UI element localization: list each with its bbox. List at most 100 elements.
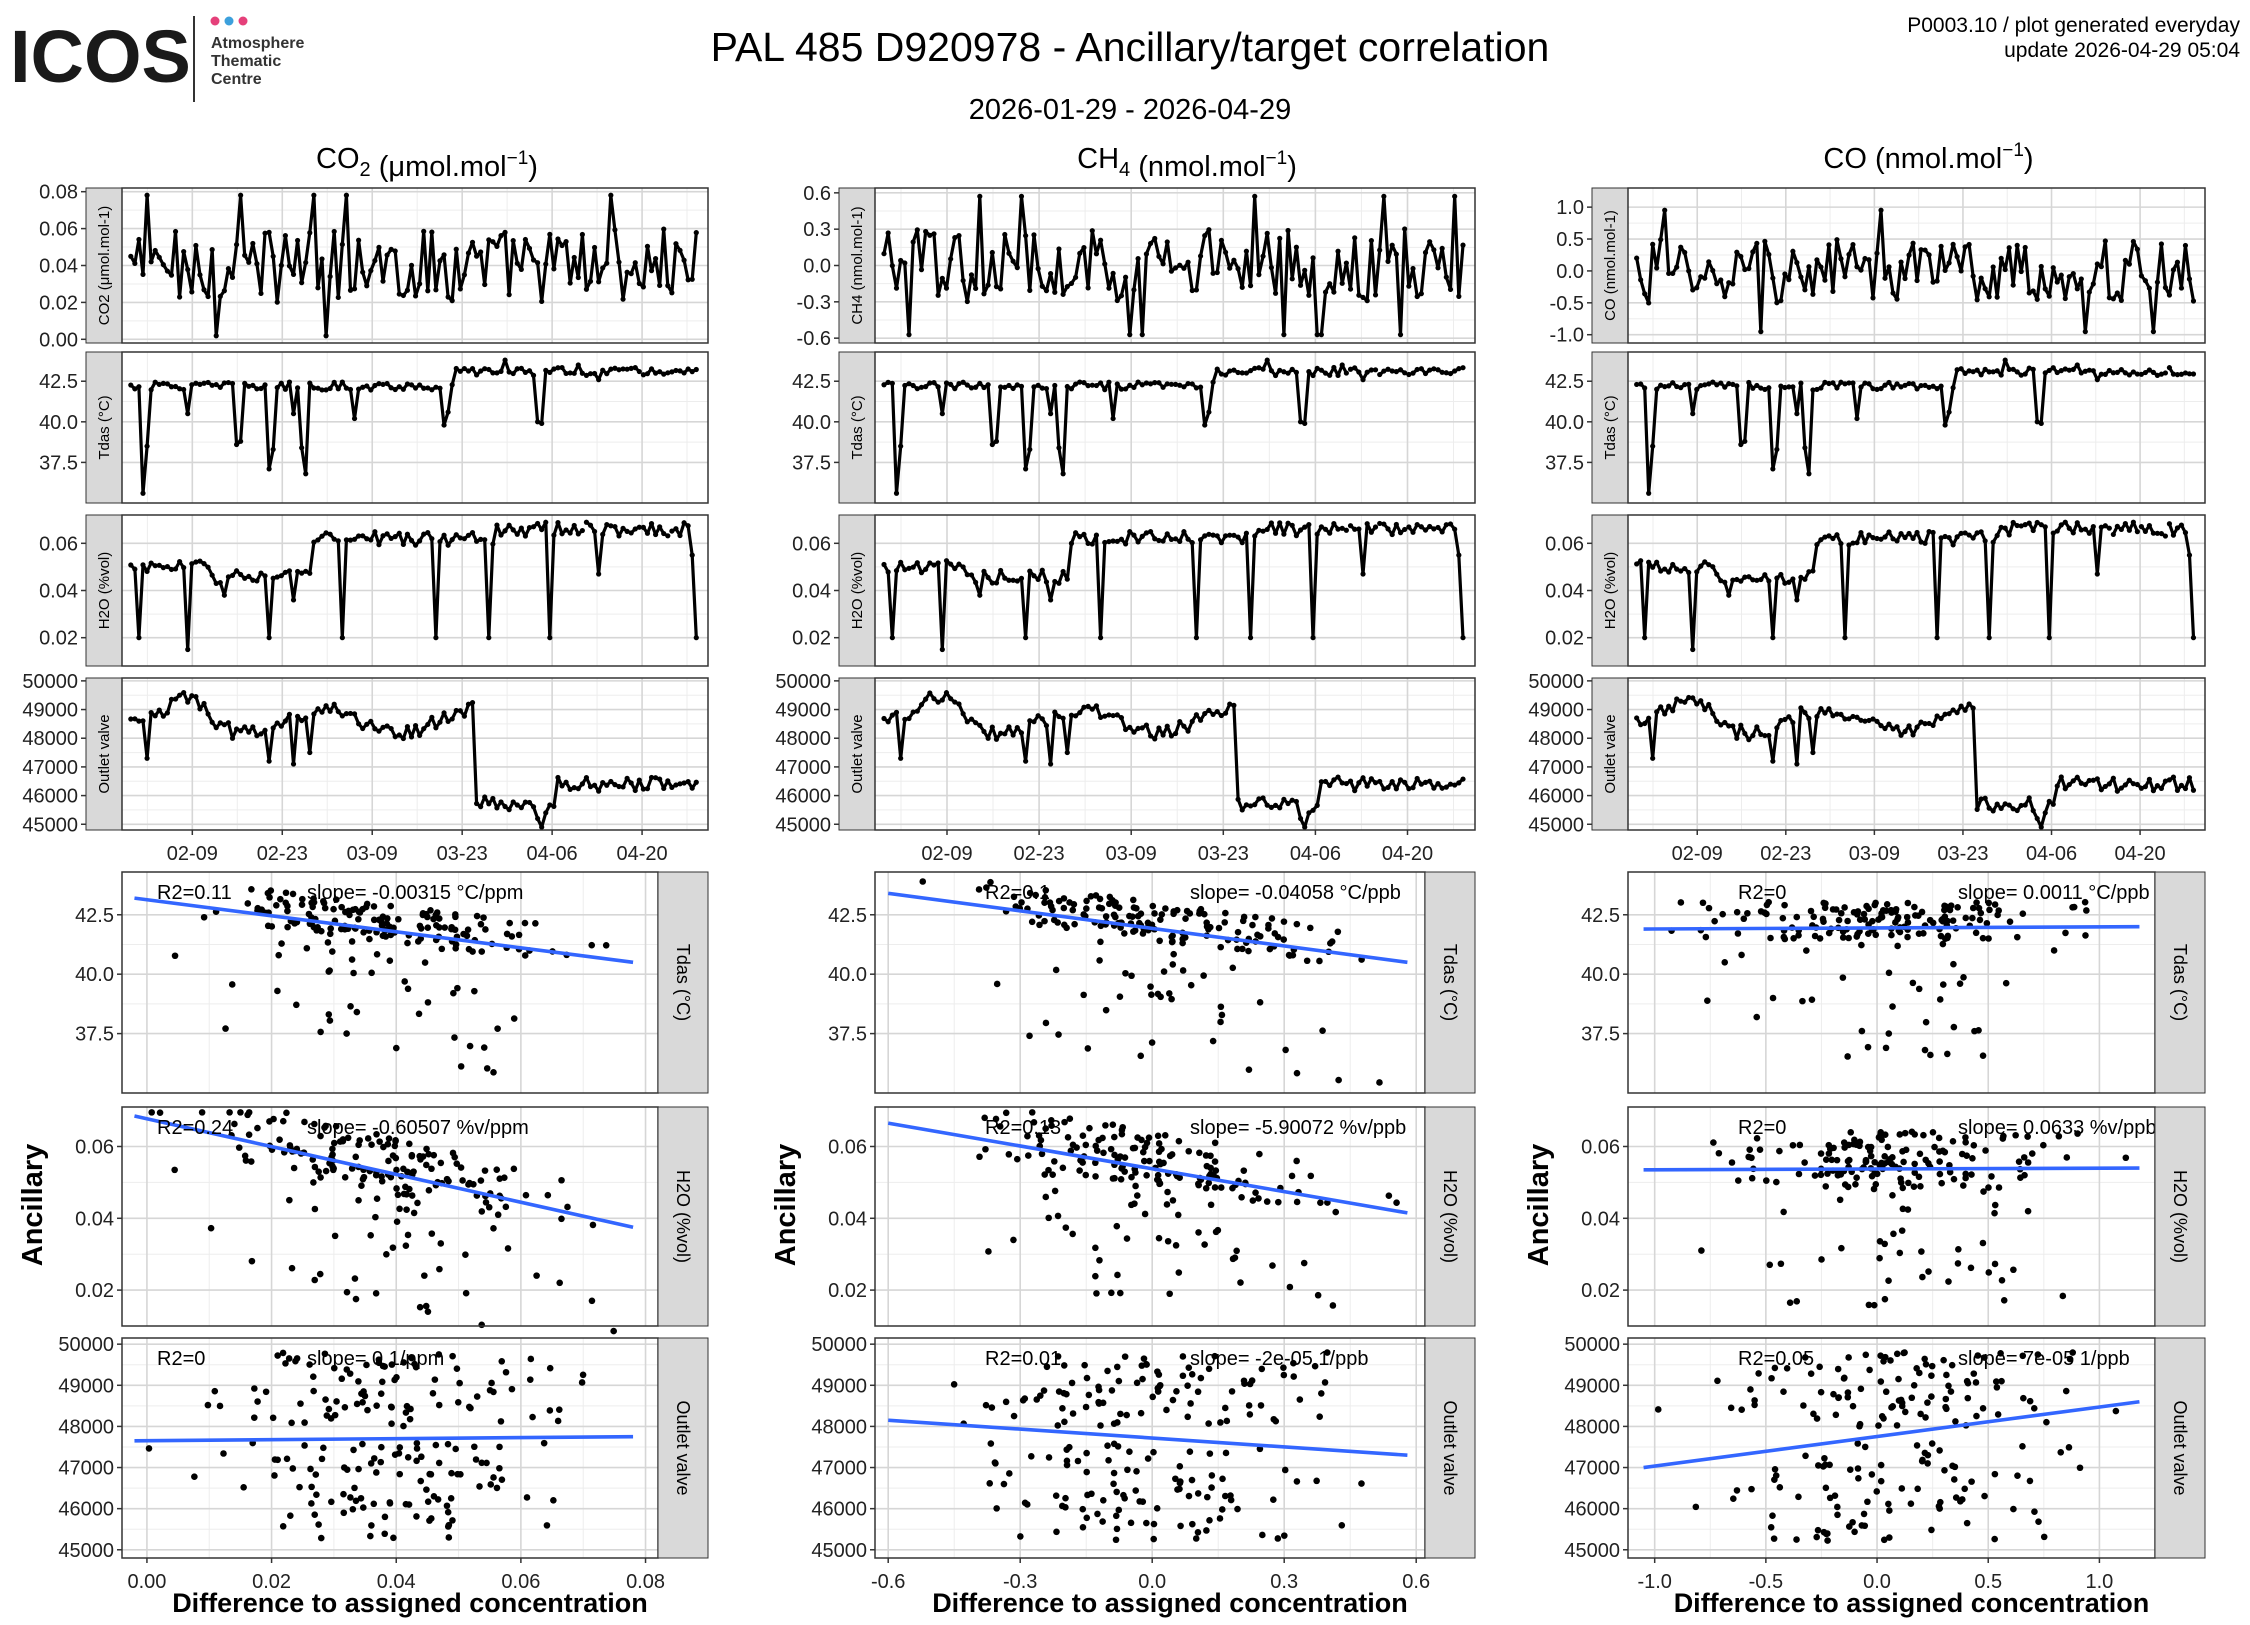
scatter-point <box>464 926 472 934</box>
ts-point <box>1634 561 1640 567</box>
scatter-point <box>370 1500 378 1508</box>
ts-point <box>250 724 256 730</box>
ts-point <box>1746 574 1752 580</box>
ts-point <box>250 240 256 247</box>
y-tick-label: 37.5 <box>792 452 831 474</box>
scatter-point <box>1280 936 1288 943</box>
scatter-point <box>1991 901 1999 908</box>
ts-point <box>898 559 904 565</box>
ts-point <box>1822 277 1828 283</box>
scatter-point <box>558 1215 565 1223</box>
scatter-point <box>1768 1374 1775 1382</box>
ts-point <box>1035 713 1041 719</box>
scatter-point <box>2112 1407 2120 1415</box>
ts-point <box>2070 778 2076 784</box>
scatter-point <box>396 1470 404 1478</box>
scatter-point <box>1829 906 1837 913</box>
scatter-point <box>1086 1124 1093 1132</box>
scatter-point <box>370 1455 378 1462</box>
ts-point <box>644 786 651 792</box>
scatter-point <box>1185 1492 1193 1500</box>
scatter-point <box>1838 1244 1845 1252</box>
ts-point <box>351 536 358 542</box>
ts-point <box>128 716 134 722</box>
y-tick-label: 37.5 <box>39 452 78 474</box>
scatter-point <box>269 1414 277 1422</box>
ts-point <box>1043 722 1050 729</box>
scatter-point <box>1857 1385 1865 1393</box>
ts-point <box>669 528 675 534</box>
ts-point <box>612 365 618 371</box>
ts-strip <box>1591 677 1629 831</box>
scatter-point <box>504 1245 512 1252</box>
scatter-point <box>515 931 523 939</box>
regression-line <box>134 896 634 965</box>
ts-strip <box>1591 351 1629 504</box>
ts-point <box>1714 281 1720 287</box>
ts-point <box>1073 381 1079 387</box>
ts-point <box>323 703 329 709</box>
scatter-point <box>373 1402 380 1409</box>
scatter-point <box>320 1444 327 1452</box>
scatter-point <box>1054 1422 1062 1429</box>
scatter-point <box>1893 1350 1901 1358</box>
scatter-point <box>271 1472 278 1479</box>
ts-point <box>2010 519 2016 526</box>
scatter-point <box>1028 1109 1036 1116</box>
scatter-point <box>472 1456 480 1463</box>
slope-label: slope= 0.0633 %v/ppb <box>1958 1117 2157 1139</box>
scatter-point <box>1961 1485 1969 1493</box>
scatter-point <box>578 1379 586 1386</box>
ts-point <box>2042 524 2048 530</box>
ts-point <box>1156 253 1162 260</box>
y-tick-label: 47000 <box>22 757 78 779</box>
ts-point <box>1886 529 1892 535</box>
scatter-point <box>1189 1520 1196 1528</box>
ts-point <box>555 520 561 526</box>
ts-point <box>400 735 406 742</box>
ts-point <box>1231 532 1237 538</box>
ts-point <box>1766 385 1772 391</box>
ts-point <box>1006 382 1012 389</box>
scatter-point <box>1867 1152 1875 1160</box>
scatter-point <box>986 1480 994 1487</box>
scatter-point <box>1094 1510 1101 1518</box>
ts-point <box>1418 781 1424 787</box>
ts-point <box>1858 529 1864 536</box>
scatter-point <box>1834 1511 1841 1519</box>
scatter-point <box>1227 1492 1234 1499</box>
ts-point <box>384 723 390 729</box>
ts-point <box>1347 778 1354 784</box>
ts-point <box>665 283 671 289</box>
scatter-point <box>2002 979 2010 987</box>
scatter-point <box>343 1030 350 1037</box>
ts-strip-label: CO2 (μmol.mol-1) <box>96 206 113 326</box>
scatter-point <box>403 1191 410 1198</box>
scatter-point <box>1870 1185 1878 1193</box>
scatter-point <box>406 1415 414 1423</box>
ts-point <box>1177 382 1183 388</box>
ts-point <box>307 570 313 576</box>
ts-point <box>902 716 908 722</box>
ts-point <box>2162 778 2169 784</box>
ts-point <box>1352 526 1358 532</box>
scatter-point <box>1252 913 1259 921</box>
ts-point <box>213 580 219 586</box>
scatter-point <box>1793 1536 1800 1543</box>
ts-point <box>973 579 979 586</box>
ts-point <box>881 382 887 388</box>
scatter-point <box>1179 1353 1187 1360</box>
ts-point <box>429 536 435 542</box>
ts-point <box>132 566 138 572</box>
scatter-point <box>1128 1201 1135 1209</box>
y-tick-label: 0.5 <box>1556 229 1584 251</box>
ts-panel-border <box>1627 187 2206 344</box>
scatter-point <box>1925 1268 1932 1275</box>
ts-point <box>1690 695 1696 701</box>
scatter-point <box>1947 1388 1955 1395</box>
scatter-point <box>1876 1254 1883 1262</box>
scatter-strip <box>657 1106 709 1327</box>
scatter-point <box>1698 1247 1705 1254</box>
ts-point <box>1077 250 1083 256</box>
ts-point <box>952 565 958 572</box>
